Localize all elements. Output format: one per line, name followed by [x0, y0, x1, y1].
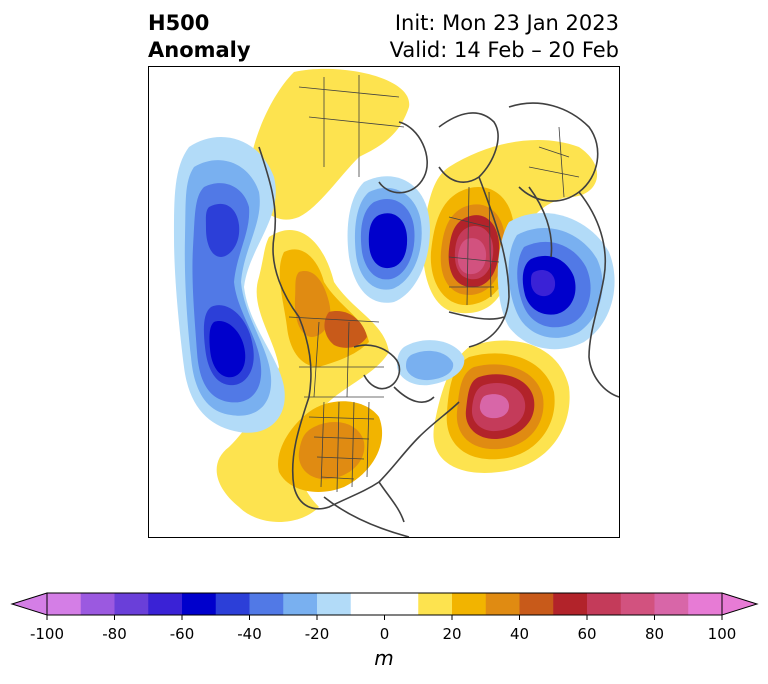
map-canvas: [174, 68, 619, 537]
colorbar-bin: [148, 593, 183, 615]
colorbar-tick-label: 20: [442, 625, 462, 643]
colorbar-tick-label: -60: [169, 625, 195, 643]
coastlines: [258, 102, 619, 537]
anomaly-canada-darkorange: [294, 271, 331, 337]
colorbar-bin: [418, 593, 453, 615]
colorbar-bin: [215, 593, 250, 615]
title-variable: H500: [148, 11, 210, 35]
colorbar-bin: [317, 593, 352, 615]
colorbar-bin: [485, 593, 520, 615]
colorbar-bin: [114, 593, 149, 615]
colorbar-bin: [47, 593, 82, 615]
colorbar-bin: [587, 593, 622, 615]
colorbar-tick-label: 80: [644, 625, 665, 643]
colorbar-bin: [620, 593, 655, 615]
title-right: Init: Mon 23 Jan 2023 Valid: 14 Feb – 20…: [390, 10, 619, 64]
colorbar-tick-label: 60: [577, 625, 597, 643]
colorbar-tick-label: -80: [102, 625, 127, 643]
colorbar-bin: [249, 593, 284, 615]
colorbar-tick-label: -40: [237, 625, 262, 643]
colorbar: [10, 592, 759, 620]
anomaly-us-darkorange: [298, 422, 365, 480]
colorbar-tick-label: 0: [379, 625, 390, 643]
colorbar-bin: [283, 593, 318, 615]
borders: [288, 75, 580, 493]
colorbar-bin: [350, 593, 385, 615]
colorbar-bin: [452, 593, 487, 615]
colorbar-bin: [654, 593, 689, 615]
colorbar-bin: [80, 593, 115, 615]
anomaly-siberia-core: [531, 270, 556, 297]
colorbar-bin: [553, 593, 588, 615]
colorbar-bin: [688, 593, 723, 615]
anomaly-atlantic-pink: [479, 394, 509, 419]
anomaly-greenland-medblue: [406, 350, 454, 381]
colorbar-bin: [384, 593, 419, 615]
colorbar-extend-max: [721, 592, 759, 616]
anomaly-arctic-pink: [457, 238, 487, 275]
title-init-date: Init: Mon 23 Jan 2023: [394, 11, 619, 35]
title-field-type: Anomaly: [148, 38, 251, 62]
colorbar-tick-label: 40: [509, 625, 530, 643]
colorbar-tick-label: 100: [707, 625, 737, 643]
title-valid-range: Valid: 14 Feb – 20 Feb: [389, 38, 619, 62]
anomaly-canada-yellow: [249, 68, 410, 220]
anomaly-rockies-darkorange: [324, 311, 367, 348]
colorbar-bin: [182, 593, 217, 615]
anomaly-hudson-darkblue: [368, 213, 408, 269]
colorbar-extend-min: [10, 592, 48, 616]
title-left: H500 Anomaly: [148, 10, 251, 64]
colorbar-tick-label: -20: [304, 625, 330, 643]
colorbar-unit-label: m: [374, 646, 394, 670]
colorbar-bin: [519, 593, 554, 615]
colorbar-tick-label: -100: [29, 625, 65, 643]
anomaly-na-yellow: [216, 229, 389, 523]
anomaly-pacific-deepblue: [209, 321, 246, 378]
anomaly-map: [148, 66, 620, 538]
